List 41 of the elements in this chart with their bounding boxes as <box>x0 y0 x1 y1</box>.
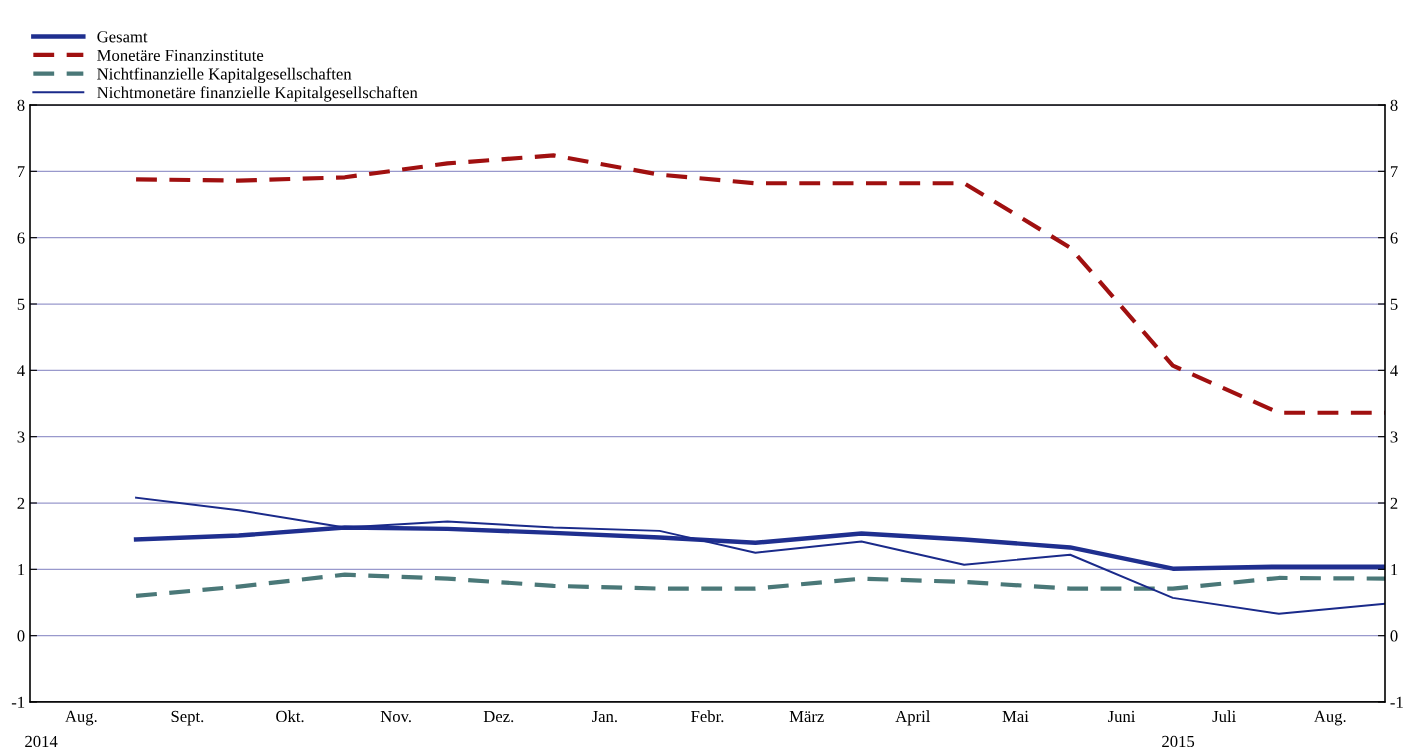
y2-tick-label: 5 <box>1390 298 1398 310</box>
x-tick-label: Nov. <box>380 710 411 723</box>
y-tick-label: 2 <box>17 497 25 509</box>
x-tick-label: Aug. <box>65 710 97 726</box>
line-series <box>135 496 1385 615</box>
y-tick-label: 3 <box>17 431 25 443</box>
y-tick-label: 8 <box>17 99 25 111</box>
y2-tick-label: -1 <box>1390 696 1403 708</box>
line-series <box>133 572 1385 598</box>
x-tick-label: Mai <box>1002 710 1029 723</box>
x-tick-label: März <box>789 710 824 723</box>
text: 2014 <box>25 735 58 748</box>
legend-label: Gesamt <box>97 31 148 43</box>
x-tick-label: Juli <box>1212 710 1236 723</box>
x-tick-label: Jan. <box>592 710 617 723</box>
legend-label: Monetäre Finanzinstitute <box>97 49 264 61</box>
y-tick-label: -1 <box>11 696 25 708</box>
y2-tick-label: 0 <box>1390 630 1398 642</box>
y2-tick-label: 4 <box>1390 365 1398 377</box>
y2-tick-label: 7 <box>1390 166 1398 178</box>
x-tick-label: Sept. <box>171 710 204 726</box>
y-tick-label: 0 <box>17 630 25 642</box>
y-tick-label: 1 <box>18 564 25 576</box>
y2-tick-label: 3 <box>1390 431 1398 443</box>
x-tick-label: April <box>895 710 931 726</box>
y-tick-label: 6 <box>17 232 25 244</box>
legend-label: Nichtfinanzielle Kapitalgesellschaften <box>97 67 352 83</box>
x-tick-label: Juni <box>1107 710 1136 723</box>
legend-label: Nichtmonetäre finanzielle Kapitalgesellschaften <box>97 86 418 102</box>
y2-tick-label: 6 <box>1390 232 1398 244</box>
y-tick-label: 7 <box>17 166 25 178</box>
x-tick-label: Aug. <box>1313 710 1346 726</box>
x-tick-label: Okt. <box>276 710 304 723</box>
y-tick-label: 5 <box>17 298 25 310</box>
y-tick-label: 4 <box>17 365 25 377</box>
y2-tick-label: 1 <box>1391 564 1398 576</box>
text: 2015 <box>1162 735 1195 748</box>
x-tick-label: Febr. <box>691 710 724 723</box>
x-tick-label: Dez. <box>483 710 514 723</box>
y2-tick-label: 2 <box>1390 497 1398 509</box>
y2-tick-label: 8 <box>1390 99 1398 111</box>
